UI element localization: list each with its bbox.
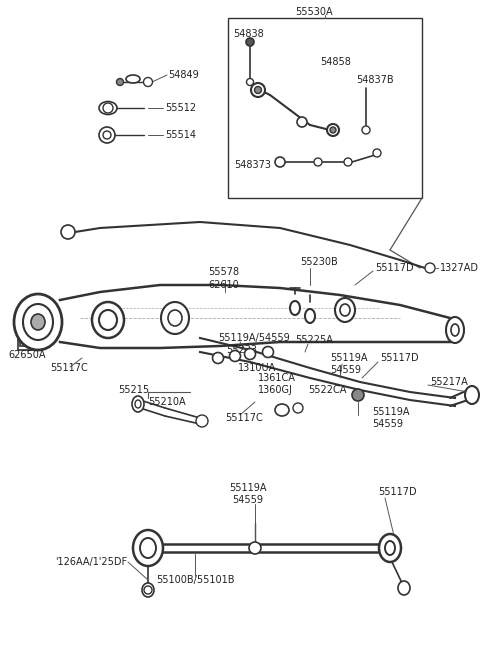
Ellipse shape xyxy=(135,400,141,408)
Ellipse shape xyxy=(92,302,124,338)
Text: 55117D: 55117D xyxy=(375,263,414,273)
Ellipse shape xyxy=(446,317,464,343)
Text: 55117D: 55117D xyxy=(380,353,419,363)
Bar xyxy=(20,336,42,346)
Circle shape xyxy=(425,263,435,273)
Ellipse shape xyxy=(335,298,355,322)
Circle shape xyxy=(254,87,262,93)
Circle shape xyxy=(99,127,115,143)
Circle shape xyxy=(117,78,123,85)
Text: 55230B: 55230B xyxy=(300,257,338,267)
Circle shape xyxy=(61,225,75,239)
Circle shape xyxy=(352,389,364,401)
Circle shape xyxy=(144,586,152,594)
Circle shape xyxy=(373,149,381,157)
Text: 1360GJ: 1360GJ xyxy=(258,385,293,395)
Ellipse shape xyxy=(398,581,410,595)
Ellipse shape xyxy=(142,583,154,597)
Text: 55119A: 55119A xyxy=(372,407,409,417)
Circle shape xyxy=(246,38,254,46)
Circle shape xyxy=(103,131,111,139)
Bar xyxy=(18,332,38,350)
Text: 54559: 54559 xyxy=(330,365,361,375)
Circle shape xyxy=(362,126,370,134)
Text: 54559: 54559 xyxy=(232,495,264,505)
Text: 55530A: 55530A xyxy=(295,7,333,17)
Circle shape xyxy=(251,83,265,97)
Text: 55514: 55514 xyxy=(165,130,196,140)
Text: 54858: 54858 xyxy=(320,57,351,67)
Ellipse shape xyxy=(14,294,62,350)
Text: 54559: 54559 xyxy=(372,419,403,429)
Ellipse shape xyxy=(379,534,401,562)
Circle shape xyxy=(244,348,255,359)
Ellipse shape xyxy=(305,309,315,323)
Text: 62650A: 62650A xyxy=(8,350,46,360)
Circle shape xyxy=(196,415,208,427)
Circle shape xyxy=(103,103,113,113)
Circle shape xyxy=(297,117,307,127)
Ellipse shape xyxy=(99,101,117,114)
Ellipse shape xyxy=(385,541,395,555)
Text: 55119A: 55119A xyxy=(229,483,267,493)
Circle shape xyxy=(293,403,303,413)
Text: 5522CA: 5522CA xyxy=(308,385,347,395)
Text: 55210A: 55210A xyxy=(148,397,186,407)
Circle shape xyxy=(330,127,336,133)
Ellipse shape xyxy=(168,310,182,326)
Circle shape xyxy=(249,542,261,554)
Ellipse shape xyxy=(451,324,459,336)
Text: 55233: 55233 xyxy=(226,345,257,355)
Text: 55578: 55578 xyxy=(208,267,239,277)
Text: 55100B/55101B: 55100B/55101B xyxy=(156,575,234,585)
Text: 55512: 55512 xyxy=(165,103,196,113)
Ellipse shape xyxy=(140,538,156,558)
Bar xyxy=(228,18,422,198)
Circle shape xyxy=(247,78,253,85)
Text: 1310UA: 1310UA xyxy=(238,363,276,373)
Ellipse shape xyxy=(161,302,189,334)
Text: 1361CA: 1361CA xyxy=(258,373,296,383)
Text: 548373: 548373 xyxy=(234,160,271,170)
Text: 54849: 54849 xyxy=(168,70,199,80)
Text: 55119A/54559: 55119A/54559 xyxy=(218,333,290,343)
Circle shape xyxy=(314,158,322,166)
Ellipse shape xyxy=(340,304,350,316)
Ellipse shape xyxy=(126,75,140,83)
Circle shape xyxy=(275,157,285,167)
Ellipse shape xyxy=(23,304,53,340)
Circle shape xyxy=(327,124,339,136)
Text: 55119A: 55119A xyxy=(330,353,368,363)
Circle shape xyxy=(213,353,224,363)
Ellipse shape xyxy=(133,530,163,566)
Text: 55117C: 55117C xyxy=(50,363,88,373)
Text: 55117C: 55117C xyxy=(225,413,263,423)
Ellipse shape xyxy=(99,310,117,330)
Circle shape xyxy=(344,158,352,166)
Ellipse shape xyxy=(465,386,479,404)
Circle shape xyxy=(144,78,153,87)
Ellipse shape xyxy=(31,314,45,330)
Text: 55117D: 55117D xyxy=(378,487,417,497)
Text: 55217A: 55217A xyxy=(430,377,468,387)
Circle shape xyxy=(263,346,274,357)
Circle shape xyxy=(229,350,240,361)
Text: '126AA/1'25DF: '126AA/1'25DF xyxy=(55,557,127,567)
Text: 55215: 55215 xyxy=(118,385,149,395)
Text: 54837B: 54837B xyxy=(356,75,394,85)
Ellipse shape xyxy=(290,301,300,315)
Ellipse shape xyxy=(275,404,289,416)
Ellipse shape xyxy=(132,396,144,412)
Text: 62610: 62610 xyxy=(208,280,239,290)
Text: 55225A: 55225A xyxy=(295,335,333,345)
Text: 1327AD: 1327AD xyxy=(440,263,479,273)
Text: 54838: 54838 xyxy=(233,29,264,39)
